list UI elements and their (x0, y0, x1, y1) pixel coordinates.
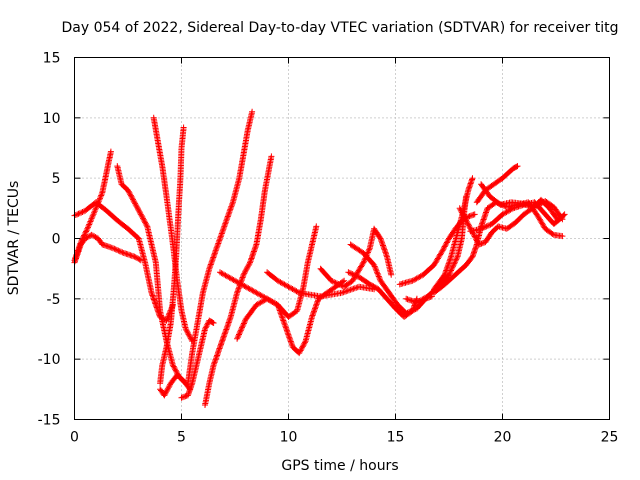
y-tick-label: 15 (43, 51, 61, 67)
series-track-12 (217, 223, 320, 320)
series-markers (157, 371, 194, 399)
series-markers (347, 241, 435, 317)
y-tick-label: 0 (52, 232, 61, 248)
series-markers (157, 124, 187, 387)
series-track-14 (317, 225, 395, 290)
series-track-23 (473, 163, 521, 206)
y-axis-label: SDTVAR / TECUs (6, 181, 22, 296)
series-markers (202, 153, 275, 408)
x-tick-label: 5 (177, 430, 186, 446)
series-markers (184, 108, 256, 387)
x-tick-label: 15 (387, 430, 405, 446)
series-markers (456, 196, 568, 248)
series-track-24 (478, 181, 566, 223)
x-tick-label: 0 (70, 430, 79, 446)
grid-lines (74, 57, 610, 420)
x-tick-label: 20 (494, 430, 512, 446)
series-track-7 (157, 371, 194, 399)
y-tick-label: -5 (47, 292, 61, 308)
chart-title: Day 054 of 2022, Sidereal Day-to-day VTE… (62, 20, 619, 36)
y-tick-label: 5 (52, 171, 61, 187)
series-track-21 (456, 196, 568, 248)
x-tick-label: 10 (280, 430, 298, 446)
series-track-13 (264, 269, 378, 300)
series-markers (473, 163, 521, 206)
axis-ticks: 0 5 10 15 20 25 -15 -10 -5 0 5 10 15 (38, 51, 619, 446)
series-markers (178, 317, 217, 401)
series-track-16 (347, 241, 435, 317)
x-axis-label: GPS time / hours (281, 458, 398, 474)
data-markers (71, 108, 568, 408)
y-tick-label: 10 (43, 111, 61, 127)
series-track-8 (178, 317, 217, 401)
y-tick-label: -10 (38, 352, 61, 368)
series-track-9 (184, 108, 256, 387)
series-markers (264, 269, 378, 300)
series-markers (478, 181, 566, 223)
series-track-6 (157, 124, 187, 387)
series-markers (317, 225, 395, 290)
x-tick-label: 25 (601, 430, 619, 446)
series-markers (217, 223, 320, 320)
series-track-10 (202, 153, 275, 408)
y-tick-label: -15 (38, 413, 61, 429)
